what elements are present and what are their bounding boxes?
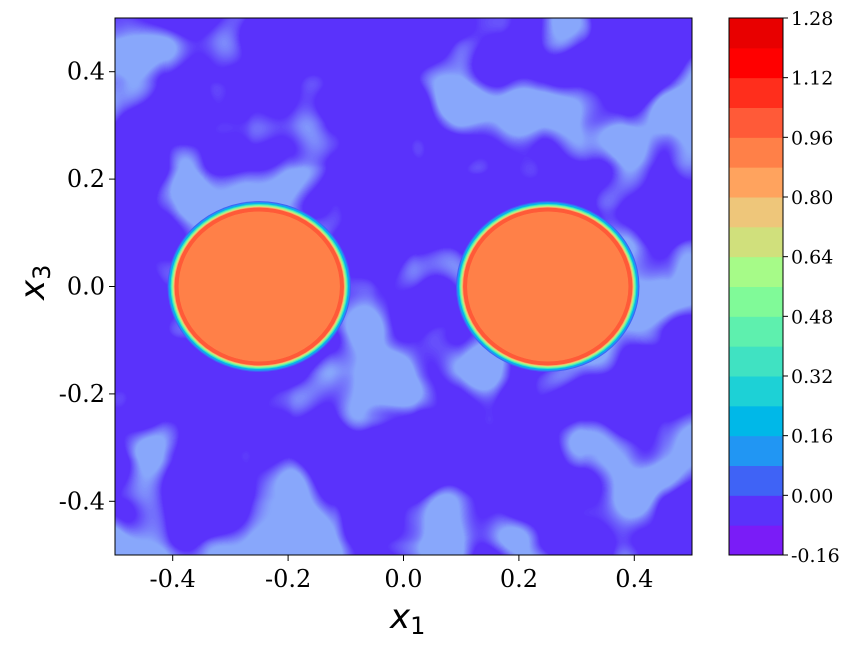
colorbar-band [729, 435, 783, 466]
feature-core [467, 211, 629, 362]
colorbar-band [729, 525, 783, 556]
x-tick-label: 0.0 [384, 565, 422, 593]
colorbar-tick-label: 0.96 [791, 127, 833, 149]
colorbar-tick-label: 0.80 [791, 187, 833, 209]
colorbar-band [729, 316, 783, 347]
features-layer [167, 201, 640, 372]
x-tick-label: 0.2 [500, 565, 538, 593]
feature-edge [463, 207, 633, 366]
x-tick-label: -0.2 [265, 565, 311, 593]
colorbar-tick-label: 0.00 [791, 485, 833, 507]
feature-edge [174, 207, 344, 366]
colorbar-band [729, 465, 783, 496]
y-tick-label: 0.2 [67, 165, 105, 193]
x-axis: -0.4 -0.2 0.0 0.2 0.4 [150, 555, 653, 593]
colorbar-tick-label: 0.64 [791, 247, 833, 269]
colorbar-band [729, 77, 783, 108]
colorbar-band [729, 405, 783, 437]
colorbar-band [729, 376, 783, 407]
colorbar-band [729, 226, 783, 258]
colorbar-frame [728, 17, 784, 556]
colorbar-band [729, 107, 783, 138]
feature-disk-2 [456, 201, 640, 372]
colorbar-tick-label: 1.28 [791, 8, 833, 30]
colorbar-band [729, 137, 783, 168]
colorbar-tick-label: -0.16 [791, 545, 840, 567]
colorbar-band [729, 18, 783, 49]
colorbar-band [729, 286, 783, 317]
colorbar-band [729, 197, 783, 228]
x-axis-title: x1 [389, 597, 425, 640]
colorbar-band [729, 495, 783, 526]
x-tick-label: -0.4 [150, 565, 196, 593]
colorbar-tick-label: 1.12 [791, 68, 833, 90]
colorbar-band [729, 47, 783, 79]
colorbar-tick-label: 0.48 [791, 306, 833, 328]
y-tick-label: 0.0 [67, 273, 105, 301]
colorbar-band [729, 346, 783, 377]
x-tick-label: 0.4 [615, 565, 653, 593]
feature-disk-1 [167, 201, 351, 372]
colorbar-band [729, 167, 783, 198]
y-tick-label: 0.4 [67, 58, 105, 86]
colorbar-tick-label: 0.16 [791, 426, 833, 448]
colorbar-band [729, 256, 783, 287]
y-axis-title: x3 [13, 265, 56, 301]
y-tick-label: -0.4 [59, 487, 105, 515]
colorbar: 1.28 1.12 0.96 0.80 0.64 0.48 0.32 0.16 0.00 -0.1… [728, 8, 840, 567]
colorbar-tick-label: 0.32 [791, 366, 833, 388]
y-axis: 0.4 0.2 0.0 -0.2 -0.4 [59, 58, 115, 515]
plot-area [115, 18, 692, 555]
feature-core [178, 211, 340, 362]
y-tick-label: -0.2 [59, 380, 105, 408]
